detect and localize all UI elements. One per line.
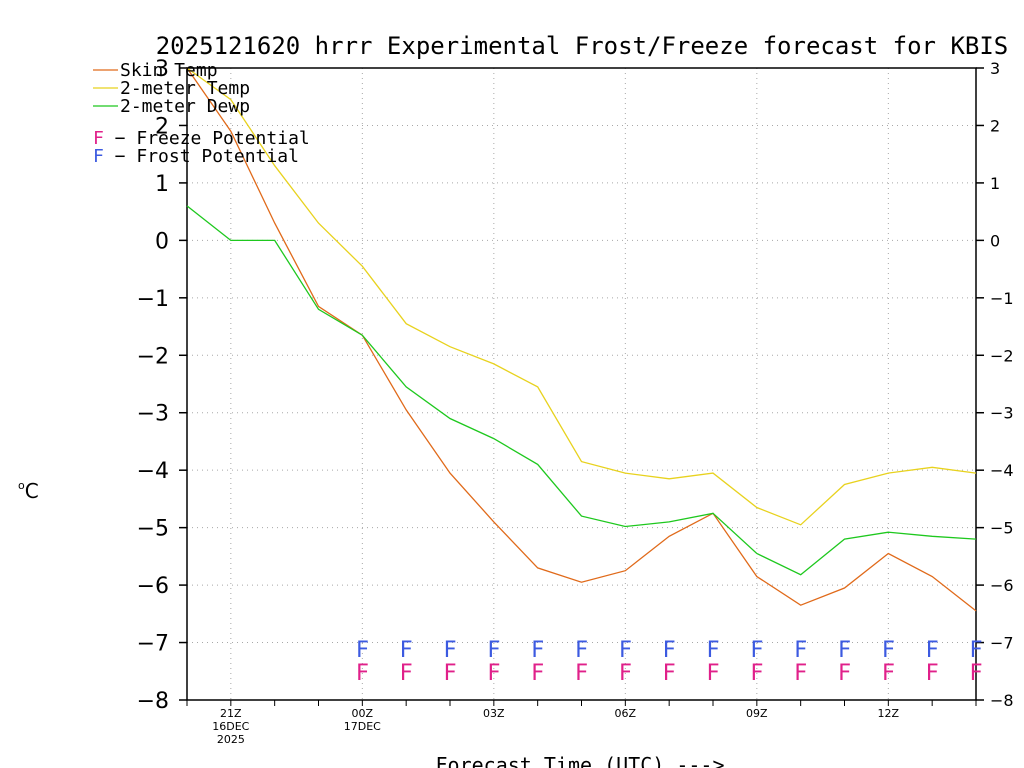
x-tick-label: 16DEC	[212, 720, 249, 733]
freeze-marker: F	[531, 661, 544, 686]
y-axis-left: 3 2 1 0 −1 −2 −3 −4 −5 −6 −7 −8	[137, 57, 187, 714]
y-tick-label-right: −8	[990, 691, 1014, 710]
y-tick-label-left: −7	[137, 632, 169, 657]
y-axis-label: oC	[18, 479, 39, 503]
legend-potential-text: − Freeze Potential	[104, 128, 310, 149]
x-tick-label: 12Z	[878, 707, 900, 720]
y-tick-label-right: 3	[990, 59, 1000, 78]
frost-marker: F	[926, 638, 939, 663]
y-tick-label-left: −4	[137, 459, 169, 484]
freeze-marker: F	[619, 661, 632, 686]
y-tick-label-left: −5	[137, 517, 169, 542]
y-tick-label-right: −3	[990, 404, 1014, 423]
frost-marker: F	[706, 638, 719, 663]
legend-potential-text: − Frost Potential	[104, 146, 299, 167]
freeze-marker: F	[487, 661, 500, 686]
x-tick-label: 17DEC	[344, 720, 381, 733]
series-line-2-meter-dewp	[186, 205, 977, 576]
freeze-marker: F	[356, 661, 369, 686]
freeze-marker: F	[794, 661, 807, 686]
y-tick-label-right: −6	[990, 576, 1014, 595]
legend-potential: F − Freeze Potential	[93, 128, 310, 149]
plot-frame	[186, 67, 977, 701]
legend-potential: F − Frost Potential	[93, 146, 299, 167]
y-tick-label-right: −2	[990, 346, 1014, 365]
series-line-2-meter-temp	[186, 67, 977, 526]
y-tick-label-left: −6	[137, 574, 169, 599]
x-tick-label: 09Z	[746, 707, 768, 720]
legend-label: Skin Temp	[120, 60, 218, 81]
freeze-marker: F	[882, 661, 895, 686]
freeze-marker: F	[575, 661, 588, 686]
frost-marker: F	[531, 638, 544, 663]
x-axis-label: Forecast Time (UTC) --->	[436, 753, 725, 768]
y-tick-label-right: −4	[990, 461, 1014, 480]
chart-title: 2025121620 hrrr Experimental Frost/Freez…	[156, 32, 1009, 60]
freeze-marker: F	[838, 661, 851, 686]
y-tick-label-left: 3	[155, 57, 169, 82]
x-tick-label: 03Z	[483, 707, 505, 720]
legend-potential-marker: F	[93, 146, 104, 167]
y-tick-label-left: −2	[137, 344, 169, 369]
freeze-marker: F	[969, 661, 982, 686]
x-tick-label: 21Z	[220, 707, 242, 720]
y-tick-label-right: −5	[990, 519, 1014, 538]
freeze-marker: F	[443, 661, 456, 686]
y-tick-label-left: 2	[155, 114, 169, 139]
potential-markers: F F F F F F F F F F F F F F FF F F F F F F F F F F F F F F	[356, 638, 983, 686]
x-tick-label: 06Z	[615, 707, 637, 720]
frost-marker: F	[882, 638, 895, 663]
legend-label: 2-meter Dewp	[120, 96, 250, 117]
y-tick-label-right: 2	[990, 116, 1000, 135]
legend-potential-marker: F	[93, 128, 104, 149]
legend-label: 2-meter Temp	[120, 78, 250, 99]
frost-marker: F	[750, 638, 763, 663]
series-lines	[186, 67, 977, 612]
frost-marker: F	[356, 638, 369, 663]
series-line-skin-temp	[186, 67, 977, 612]
y-tick-label-right: 1	[990, 174, 1000, 193]
grid	[187, 68, 976, 700]
x-tick-label: 2025	[217, 733, 245, 746]
y-tick-label-right: −7	[990, 634, 1014, 653]
freeze-marker: F	[706, 661, 719, 686]
frost-marker: F	[794, 638, 807, 663]
y-tick-label-left: 0	[155, 229, 169, 254]
frost-marker: F	[575, 638, 588, 663]
frost-marker: F	[400, 638, 413, 663]
frost-marker: F	[969, 638, 982, 663]
plot-axes	[186, 67, 977, 701]
frost-marker: F	[487, 638, 500, 663]
frost-marker: F	[443, 638, 456, 663]
frost-marker: F	[619, 638, 632, 663]
y-tick-label-left: 1	[155, 172, 169, 197]
x-tick-label: 00Z	[352, 707, 374, 720]
y-tick-label-left: −8	[137, 689, 169, 714]
freeze-marker: F	[400, 661, 413, 686]
y-tick-label-right: 0	[990, 231, 1000, 250]
freeze-marker: F	[750, 661, 763, 686]
y-axis-right: 3 2 1 0 −1 −2 −3 −4 −5 −6 −7 −8	[976, 59, 1014, 710]
frost-marker: F	[663, 638, 676, 663]
freeze-marker: F	[926, 661, 939, 686]
y-tick-label-left: −1	[137, 287, 169, 312]
y-axis-label-degree: o	[18, 479, 25, 492]
freeze-marker: F	[663, 661, 676, 686]
y-tick-label-left: −3	[137, 402, 169, 427]
frost-marker: F	[838, 638, 851, 663]
y-tick-label-right: −1	[990, 289, 1014, 308]
y-axis-label-unit: C	[25, 479, 39, 503]
